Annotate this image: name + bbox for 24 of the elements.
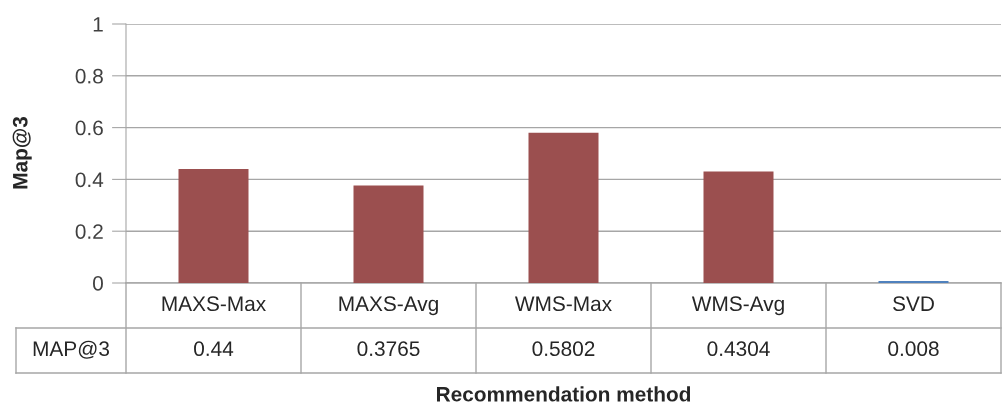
data-label: 0.4304: [707, 341, 770, 357]
data-label: 0.008: [888, 341, 939, 357]
bar: [528, 132, 599, 283]
y-tick-label: 0.4: [75, 172, 104, 188]
y-tick-label: 0.2: [75, 224, 103, 239]
bar: [703, 171, 774, 283]
bar: [878, 280, 949, 283]
x-tick-label: SVD: [893, 296, 934, 312]
data-label: 0.44: [194, 341, 234, 357]
y-tick-label: 1: [93, 17, 103, 32]
data-label: 0.3765: [357, 341, 420, 357]
y-axis-title: Map@3: [12, 116, 32, 189]
bar: [353, 185, 424, 283]
x-axis-title: Recommendation method: [437, 386, 691, 402]
x-tick-label: MAXS-Avg: [339, 296, 438, 316]
x-tick-label: WMS-Avg: [691, 296, 784, 316]
x-tick-label: MAXS-Max: [162, 296, 266, 312]
y-tick-label: 0: [93, 276, 103, 291]
text: MAP@3: [33, 340, 110, 359]
y-tick-label: 0.8: [75, 68, 103, 84]
y-tick-label: 0.6: [75, 120, 103, 136]
data-label: 0.5802: [532, 341, 595, 357]
x-tick-label: WMS-Max: [514, 296, 612, 312]
bar: [178, 169, 249, 283]
